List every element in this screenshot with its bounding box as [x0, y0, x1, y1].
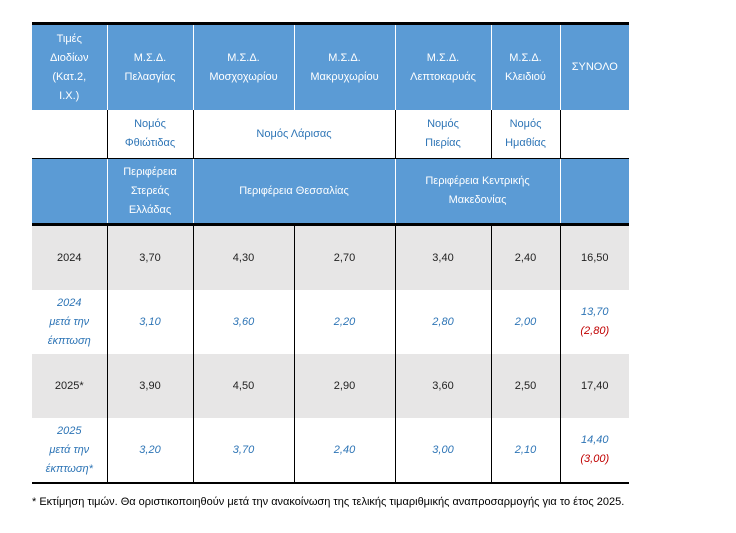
- reduction-amount: (3,00): [580, 453, 610, 465]
- header-station-moschochori: Μ.Σ.Δ. Μοσχοχωρίου: [192, 23, 294, 110]
- price-cell-moschochori: 3,70: [192, 418, 294, 483]
- prefecture-total-empty: [559, 110, 629, 159]
- total-value: 16,50: [580, 251, 609, 264]
- header-station-makrychori: Μ.Σ.Δ. Μακρυχωρίου: [293, 23, 395, 110]
- header-station-leptokarya: Μ.Σ.Δ. Λεπτοκαρυάς: [394, 23, 491, 110]
- price-cell-pelasgia: 3,70: [106, 224, 193, 290]
- reduction-amount: (2,80): [580, 325, 610, 337]
- row-label: 2024: [32, 224, 107, 290]
- price-cell-pelasgia: 3,10: [106, 290, 193, 354]
- total-cell: 17,40: [559, 354, 629, 418]
- price-cell-pelasgia: 3,90: [106, 354, 193, 418]
- price-cell-kleidi: 2,10: [490, 418, 560, 483]
- price-cell-makrychori: 2,40: [293, 418, 395, 483]
- prefecture-fthiotida: Νομός Φθιώτιδας: [106, 110, 193, 159]
- price-cell-leptokarya: 3,40: [394, 224, 491, 290]
- total-cell: 13,70 (2,80): [559, 290, 629, 354]
- table-row: 2024 3,70 4,30 2,70 3,40 2,40 16,50: [32, 224, 629, 290]
- total-cell: 16,50: [559, 224, 629, 290]
- price-cell-kleidi: 2,40: [490, 224, 560, 290]
- table-row: 2025* 3,90 4,50 2,90 3,60 2,50 17,40: [32, 354, 629, 418]
- total-value: 13,70: [580, 306, 609, 318]
- table-row: 2024 μετά την έκπτωση 3,10 3,60 2,20 2,80 2,00 1…: [32, 290, 629, 354]
- row-label: 2024 μετά την έκπτωση: [32, 290, 107, 354]
- price-cell-kleidi: 2,50: [490, 354, 560, 418]
- price-cell-moschochori: 4,30: [192, 224, 294, 290]
- region-kentriki-makedonia: Περιφέρεια Κεντρικής Μακεδονίας: [394, 158, 560, 226]
- prefecture-larisa: Νομός Λάρισας: [192, 110, 395, 159]
- prefecture-row: Νομός Φθιώτιδας Νομός Λάρισας Νομός Πιερία…: [32, 110, 629, 159]
- prefecture-empty-cell: [32, 110, 107, 159]
- price-cell-leptokarya: 3,60: [394, 354, 491, 418]
- price-cell-moschochori: 3,60: [192, 290, 294, 354]
- price-cell-makrychori: 2,90: [293, 354, 395, 418]
- footnote: * Εκτίμηση τιμών. Θα οριστικοποιηθούν με…: [32, 496, 625, 508]
- table-header-row: Τιμές Διοδίων (Κατ.2, Ι.Χ.) Μ.Σ.Δ. Πελασγίας…: [32, 23, 629, 110]
- total-value: 14,40: [580, 434, 609, 446]
- prefecture-pieria: Νομός Πιερίας: [394, 110, 491, 159]
- prefecture-imathia: Νομός Ημαθίας: [490, 110, 560, 159]
- region-row: Περιφέρεια Στερεάς Ελλάδας Περιφέρεια Θεσσ…: [32, 158, 629, 226]
- price-cell-pelasgia: 3,20: [106, 418, 193, 483]
- price-cell-makrychori: 2,70: [293, 224, 395, 290]
- header-station-kleidi: Μ.Σ.Δ. Κλειδιού: [490, 23, 560, 110]
- row-label: 2025*: [32, 354, 107, 418]
- region-thessalia: Περιφέρεια Θεσσαλίας: [192, 158, 395, 226]
- row-label: 2025 μετά την έκπτωση*: [32, 418, 107, 483]
- header-total: ΣΥΝΟΛΟ: [559, 23, 629, 110]
- total-cell: 14,40 (3,00): [559, 418, 629, 483]
- price-cell-moschochori: 4,50: [192, 354, 294, 418]
- price-cell-kleidi: 2,00: [490, 290, 560, 354]
- total-value: 17,40: [580, 379, 609, 392]
- region-total-empty: [559, 158, 629, 226]
- price-cell-leptokarya: 2,80: [394, 290, 491, 354]
- header-station-pelasgia: Μ.Σ.Δ. Πελασγίας: [106, 23, 193, 110]
- price-cell-makrychori: 2,20: [293, 290, 395, 354]
- price-cell-leptokarya: 3,00: [394, 418, 491, 483]
- region-empty-cell: [32, 158, 107, 226]
- region-sterea-ellada: Περιφέρεια Στερεάς Ελλάδας: [106, 158, 193, 226]
- toll-prices-table: Τιμές Διοδίων (Κατ.2, Ι.Χ.) Μ.Σ.Δ. Πελασγίας…: [32, 22, 629, 484]
- table-row: 2025 μετά την έκπτωση* 3,20 3,70 2,40 3,00 2,10…: [32, 418, 629, 483]
- header-price-label: Τιμές Διοδίων (Κατ.2, Ι.Χ.): [32, 23, 107, 110]
